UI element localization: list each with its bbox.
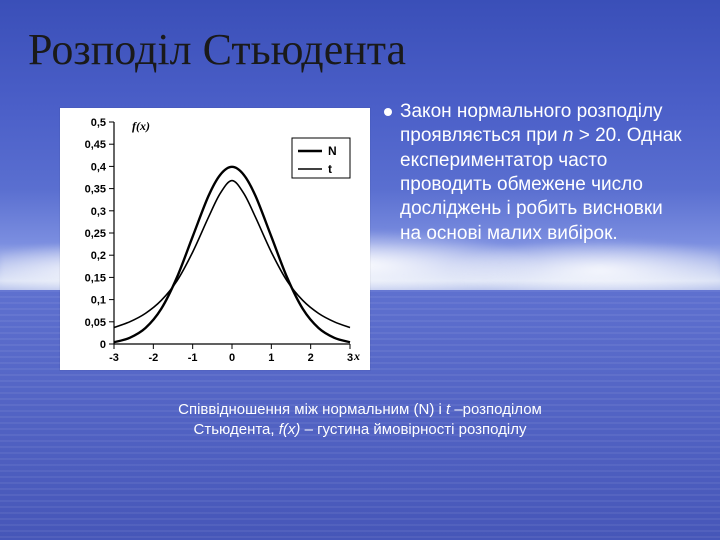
svg-text:0,35: 0,35 xyxy=(85,184,106,196)
svg-text:0,45: 0,45 xyxy=(85,139,106,151)
cap-1a: Співвідношення між нормальним (N) і xyxy=(178,401,446,418)
svg-text:0,25: 0,25 xyxy=(85,228,106,240)
distribution-chart: 0 0,05 0,1 0,15 0,2 0,25 0,3 0,35 0,4 0,45 0,5 -3 -2… xyxy=(60,108,370,370)
svg-text:x: x xyxy=(353,349,360,363)
svg-text:0,05: 0,05 xyxy=(85,317,106,329)
svg-text:t: t xyxy=(328,162,332,176)
svg-text:0: 0 xyxy=(229,352,235,364)
svg-text:0,3: 0,3 xyxy=(91,206,106,218)
chart-caption: Співвідношення між нормальним (N) і t –р… xyxy=(130,400,590,441)
cap-2b: – густина ймовірності розподілу xyxy=(300,421,526,438)
svg-text:-3: -3 xyxy=(109,352,119,364)
svg-text:0,1: 0,1 xyxy=(91,295,106,307)
svg-text:1: 1 xyxy=(268,352,274,364)
svg-text:0: 0 xyxy=(100,339,106,351)
svg-text:0,2: 0,2 xyxy=(91,250,106,262)
svg-text:f(x): f(x) xyxy=(132,119,150,133)
slide-root: Розподіл Стьюдента 0 0,05 0,1 0,15 0,2 0,25 0,… xyxy=(0,0,720,540)
chart-svg: 0 0,05 0,1 0,15 0,2 0,25 0,3 0,35 0,4 0,45 0,5 -3 -2… xyxy=(60,108,370,370)
svg-text:3: 3 xyxy=(347,352,353,364)
cap-2a: Стьюдента, xyxy=(194,421,279,438)
svg-text:0,4: 0,4 xyxy=(91,161,107,173)
para-n: n xyxy=(563,125,574,146)
slide-title: Розподіл Стьюдента xyxy=(28,24,406,75)
cap-fx: f(x) xyxy=(279,421,301,438)
body-paragraph: Закон нормального розподілу проявляється… xyxy=(400,100,685,246)
svg-text:2: 2 xyxy=(308,352,314,364)
svg-text:-1: -1 xyxy=(188,352,198,364)
svg-text:N: N xyxy=(328,144,337,158)
bullet-icon xyxy=(384,108,392,116)
cap-1b: –розподілом xyxy=(450,401,542,418)
svg-text:0,15: 0,15 xyxy=(85,272,106,284)
svg-text:0,5: 0,5 xyxy=(91,117,106,129)
svg-text:-2: -2 xyxy=(148,352,158,364)
